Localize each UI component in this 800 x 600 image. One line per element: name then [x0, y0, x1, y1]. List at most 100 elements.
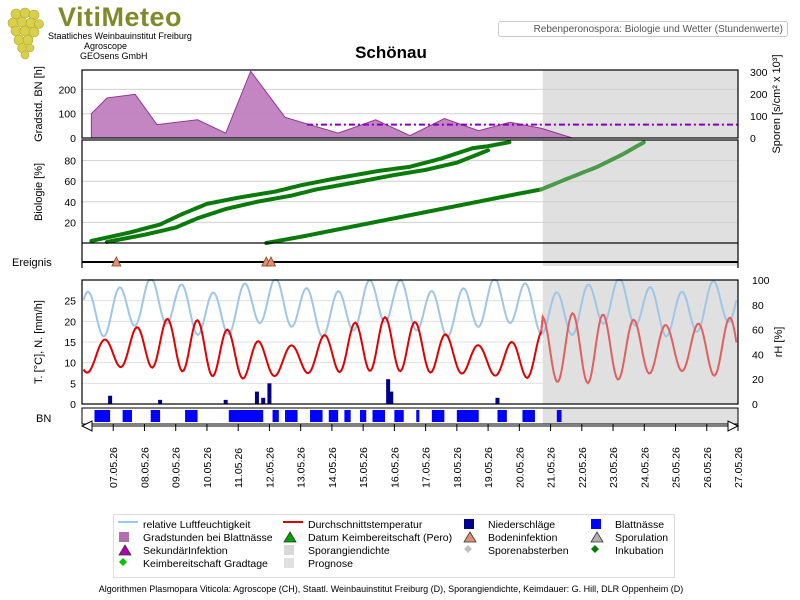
- left-tick-label: 100: [58, 109, 76, 121]
- legend-item: Prognose: [283, 557, 353, 570]
- x-tick-label: 21.05.26: [546, 447, 558, 488]
- bodeninfektion-marker: [265, 256, 277, 267]
- triangle-icon: [463, 531, 485, 544]
- left-tick-label: 200: [58, 84, 76, 96]
- x-tick-label: 11.05.26: [233, 448, 245, 488]
- leafwet-bar: [416, 410, 420, 422]
- legend-label: Blattnässe: [615, 518, 665, 531]
- x-tick-label: 13.05.26: [296, 447, 308, 488]
- left-tick-label: 40: [64, 197, 76, 209]
- temperature-line: [82, 315, 544, 380]
- biologie-ylabel: Biologie [%]: [33, 163, 45, 221]
- chart-title: Schönau: [355, 43, 427, 62]
- right-tick-label: 80: [752, 300, 764, 312]
- org-line-1: Staatliches Weinbauinstitut Freiburg: [48, 31, 192, 41]
- leafwet-bar: [556, 410, 562, 422]
- diamond-icon: [590, 544, 612, 557]
- legend-label: Prognose: [308, 557, 353, 570]
- sporen-ylabel: Sporen [s/cm² x 10³]: [771, 54, 783, 153]
- leafwet-bar: [360, 410, 367, 422]
- gradstunden-ylabel: Gradstd. BN [h]: [33, 66, 45, 142]
- x-tick-label: 12.05.26: [264, 447, 276, 488]
- right-tick-label: 20: [752, 374, 764, 386]
- bodeninfektion-marker: [111, 256, 122, 267]
- leafwet-bar: [310, 410, 323, 422]
- rain-bar: [261, 397, 266, 404]
- left-tick-label: 20: [64, 316, 76, 328]
- legend-item: Sporangiendichte: [283, 544, 390, 557]
- legend-item: Sporenabsterben: [463, 544, 569, 557]
- temperature-forecast-line: [540, 311, 738, 385]
- rain-bar: [108, 395, 113, 404]
- legend-item: relative Luftfeuchtigkeit: [118, 518, 250, 531]
- x-tick-label: 10.05.26: [202, 447, 214, 488]
- legend-item: SekundärInfektion: [118, 544, 228, 557]
- left-tick-label: 5: [70, 378, 76, 390]
- legend-label: Inkubation: [615, 544, 664, 557]
- x-tick-label: 07.05.26: [108, 447, 120, 488]
- x-tick-label: 18.05.26: [452, 447, 464, 488]
- line-icon: [118, 518, 140, 531]
- right-tick-label: 200: [750, 89, 768, 101]
- legend-item: Durchschnittstemperatur: [283, 518, 422, 531]
- leafwet-bar: [328, 410, 339, 422]
- leafwet-bar: [344, 410, 351, 422]
- leafwet-bar: [94, 410, 111, 422]
- brand-name: VitiMeteo: [58, 2, 183, 32]
- line-icon: [283, 518, 305, 531]
- left-tick-label: 20: [64, 217, 76, 229]
- leafwet-bar: [272, 410, 279, 422]
- legend-item: Inkubation: [590, 544, 663, 557]
- right-tick-label: 0: [752, 399, 758, 411]
- left-tick-label: 0: [70, 399, 76, 411]
- rain-bar: [223, 399, 228, 404]
- legend-label: Sporangiendichte: [308, 544, 390, 557]
- right-tick-label: 0: [750, 133, 756, 145]
- x-tick-label: 26.05.26: [702, 447, 714, 488]
- right-tick-label: 100: [752, 275, 770, 287]
- x-tick-label: 16.05.26: [389, 447, 401, 488]
- square-icon: [283, 557, 305, 570]
- leafwet-bar: [456, 410, 479, 422]
- legend-item: Bodeninfektion: [463, 531, 557, 544]
- right-tick-label: 100: [750, 111, 768, 123]
- left-tick-label: 0: [70, 133, 76, 145]
- left-tick-label: 15: [64, 337, 76, 349]
- left-tick-label: 10: [64, 358, 76, 370]
- footer-credits: Algorithmen Plasmopara Viticola: Agrosco…: [98, 584, 684, 594]
- ereignis-label: Ereignis: [12, 257, 52, 269]
- rain-bar: [386, 379, 391, 404]
- leafwet-bar: [394, 410, 404, 422]
- humidity-ylabel: rH [%]: [773, 327, 785, 358]
- legend-label: relative Luftfeuchtigkeit: [143, 518, 251, 531]
- legend-item: Blattnässe: [590, 518, 664, 531]
- triangle-icon: [590, 531, 612, 544]
- weather-frame: [81, 279, 739, 405]
- leafwet-bar: [122, 410, 132, 422]
- right-tick-label: 300: [750, 67, 768, 79]
- right-tick-label: 60: [752, 325, 764, 337]
- legend-label: Durchschnittstemperatur: [308, 518, 423, 531]
- legend-item: Gradstunden bei Blattnässe: [118, 531, 273, 544]
- forecast-shade-b: [542, 140, 738, 243]
- inkubation-line: [104, 148, 491, 244]
- legend-label: Datum Keimbereitschaft (Pero): [308, 531, 453, 544]
- grape-icon: [7, 7, 44, 60]
- diamond-icon: [463, 544, 485, 557]
- leafwet-bar: [497, 410, 507, 422]
- left-tick-label: 25: [64, 296, 76, 308]
- left-tick-label: 60: [64, 176, 76, 188]
- inkubation-line: [539, 140, 647, 192]
- inkubation-line: [264, 187, 544, 245]
- chart-subtitle: Rebenperonospora: Biologie und Wetter (S…: [498, 21, 788, 37]
- leafwet-bar: [228, 410, 264, 422]
- legend-item: Sporulation: [590, 531, 668, 544]
- rain-bar: [389, 391, 394, 404]
- x-tick-label: 27.05.26: [733, 447, 745, 488]
- bn-label: BN: [36, 413, 51, 425]
- legend-label: Sporenabsterben: [488, 544, 569, 557]
- square-icon: [463, 518, 485, 531]
- legend-label: SekundärInfektion: [143, 544, 228, 557]
